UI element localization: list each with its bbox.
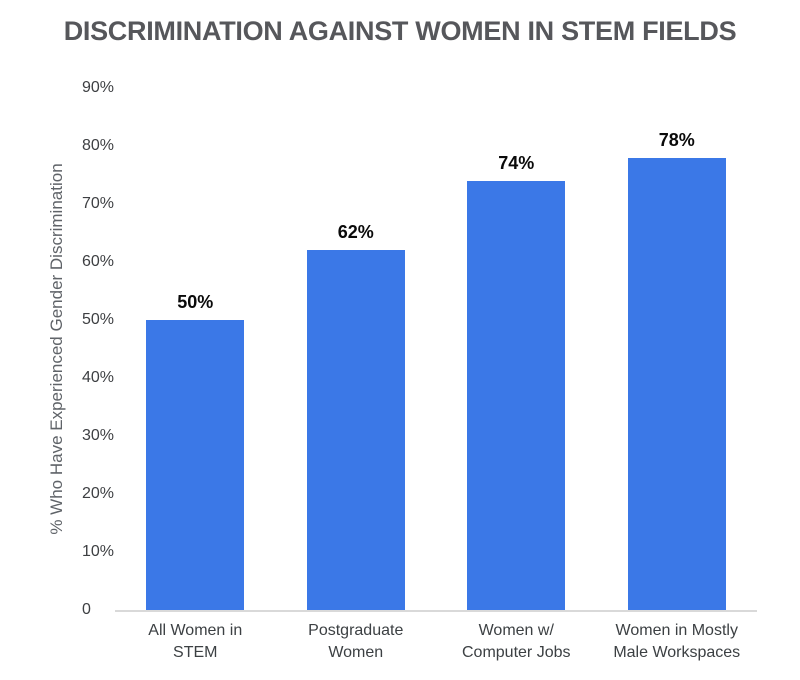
x-category-label: Women w/Computer Jobs (436, 620, 597, 664)
chart-title: DISCRIMINATION AGAINST WOMEN IN STEM FIE… (63, 16, 737, 46)
y-tick-label: 60% (82, 253, 115, 270)
x-category-label: Women in Mostly Male Workspaces (597, 620, 758, 664)
bar-value-label: 50% (177, 292, 214, 312)
y-tick-label: 70% (82, 195, 115, 212)
x-category-label: All Women in STEM (115, 620, 276, 664)
y-tick-label: 50% (82, 311, 115, 328)
y-tick-label: 20% (82, 485, 115, 502)
y-tick-label: 90% (82, 79, 115, 96)
bar-value-label: 78% (658, 129, 695, 150)
y-tick-label: 30% (82, 427, 115, 444)
bar-group: 50% (115, 88, 276, 610)
x-category-label-line: Women in Mostly (615, 622, 738, 639)
y-tick-label: 80% (82, 137, 115, 154)
x-category-label-line: Women w/ (478, 622, 554, 639)
bar-value-label: 62% (337, 222, 374, 243)
x-category-label-line: STEM (173, 644, 218, 661)
bar (627, 157, 726, 610)
bar (306, 250, 405, 610)
x-category-label-line: Postgraduate (308, 622, 404, 639)
y-tick-label: 10% (82, 543, 115, 560)
bar-group: 62% (276, 88, 437, 610)
x-category-label-line: Women (328, 644, 384, 661)
bar-group: 74% (436, 88, 597, 610)
x-category-label: Postgraduate Women (276, 620, 437, 664)
x-category-label-line: Male Workspaces (613, 644, 741, 661)
plot-area: 50% 62% 74% 78% (115, 88, 757, 612)
y-tick-label: 0 (82, 601, 91, 618)
bar (146, 320, 245, 610)
x-category-label-line: All Women in (148, 622, 243, 639)
y-tick-label: 40% (82, 369, 115, 386)
bar (467, 180, 566, 610)
y-axis-title: % Who Have Experienced Gender Discrimina… (47, 163, 66, 535)
x-axis-category-labels: All Women in STEM Postgraduate Women Women w… (115, 620, 757, 664)
x-category-label-line: Computer Jobs (462, 644, 571, 661)
bar-value-label: 74% (498, 152, 535, 173)
bar-group: 78% (597, 88, 758, 610)
